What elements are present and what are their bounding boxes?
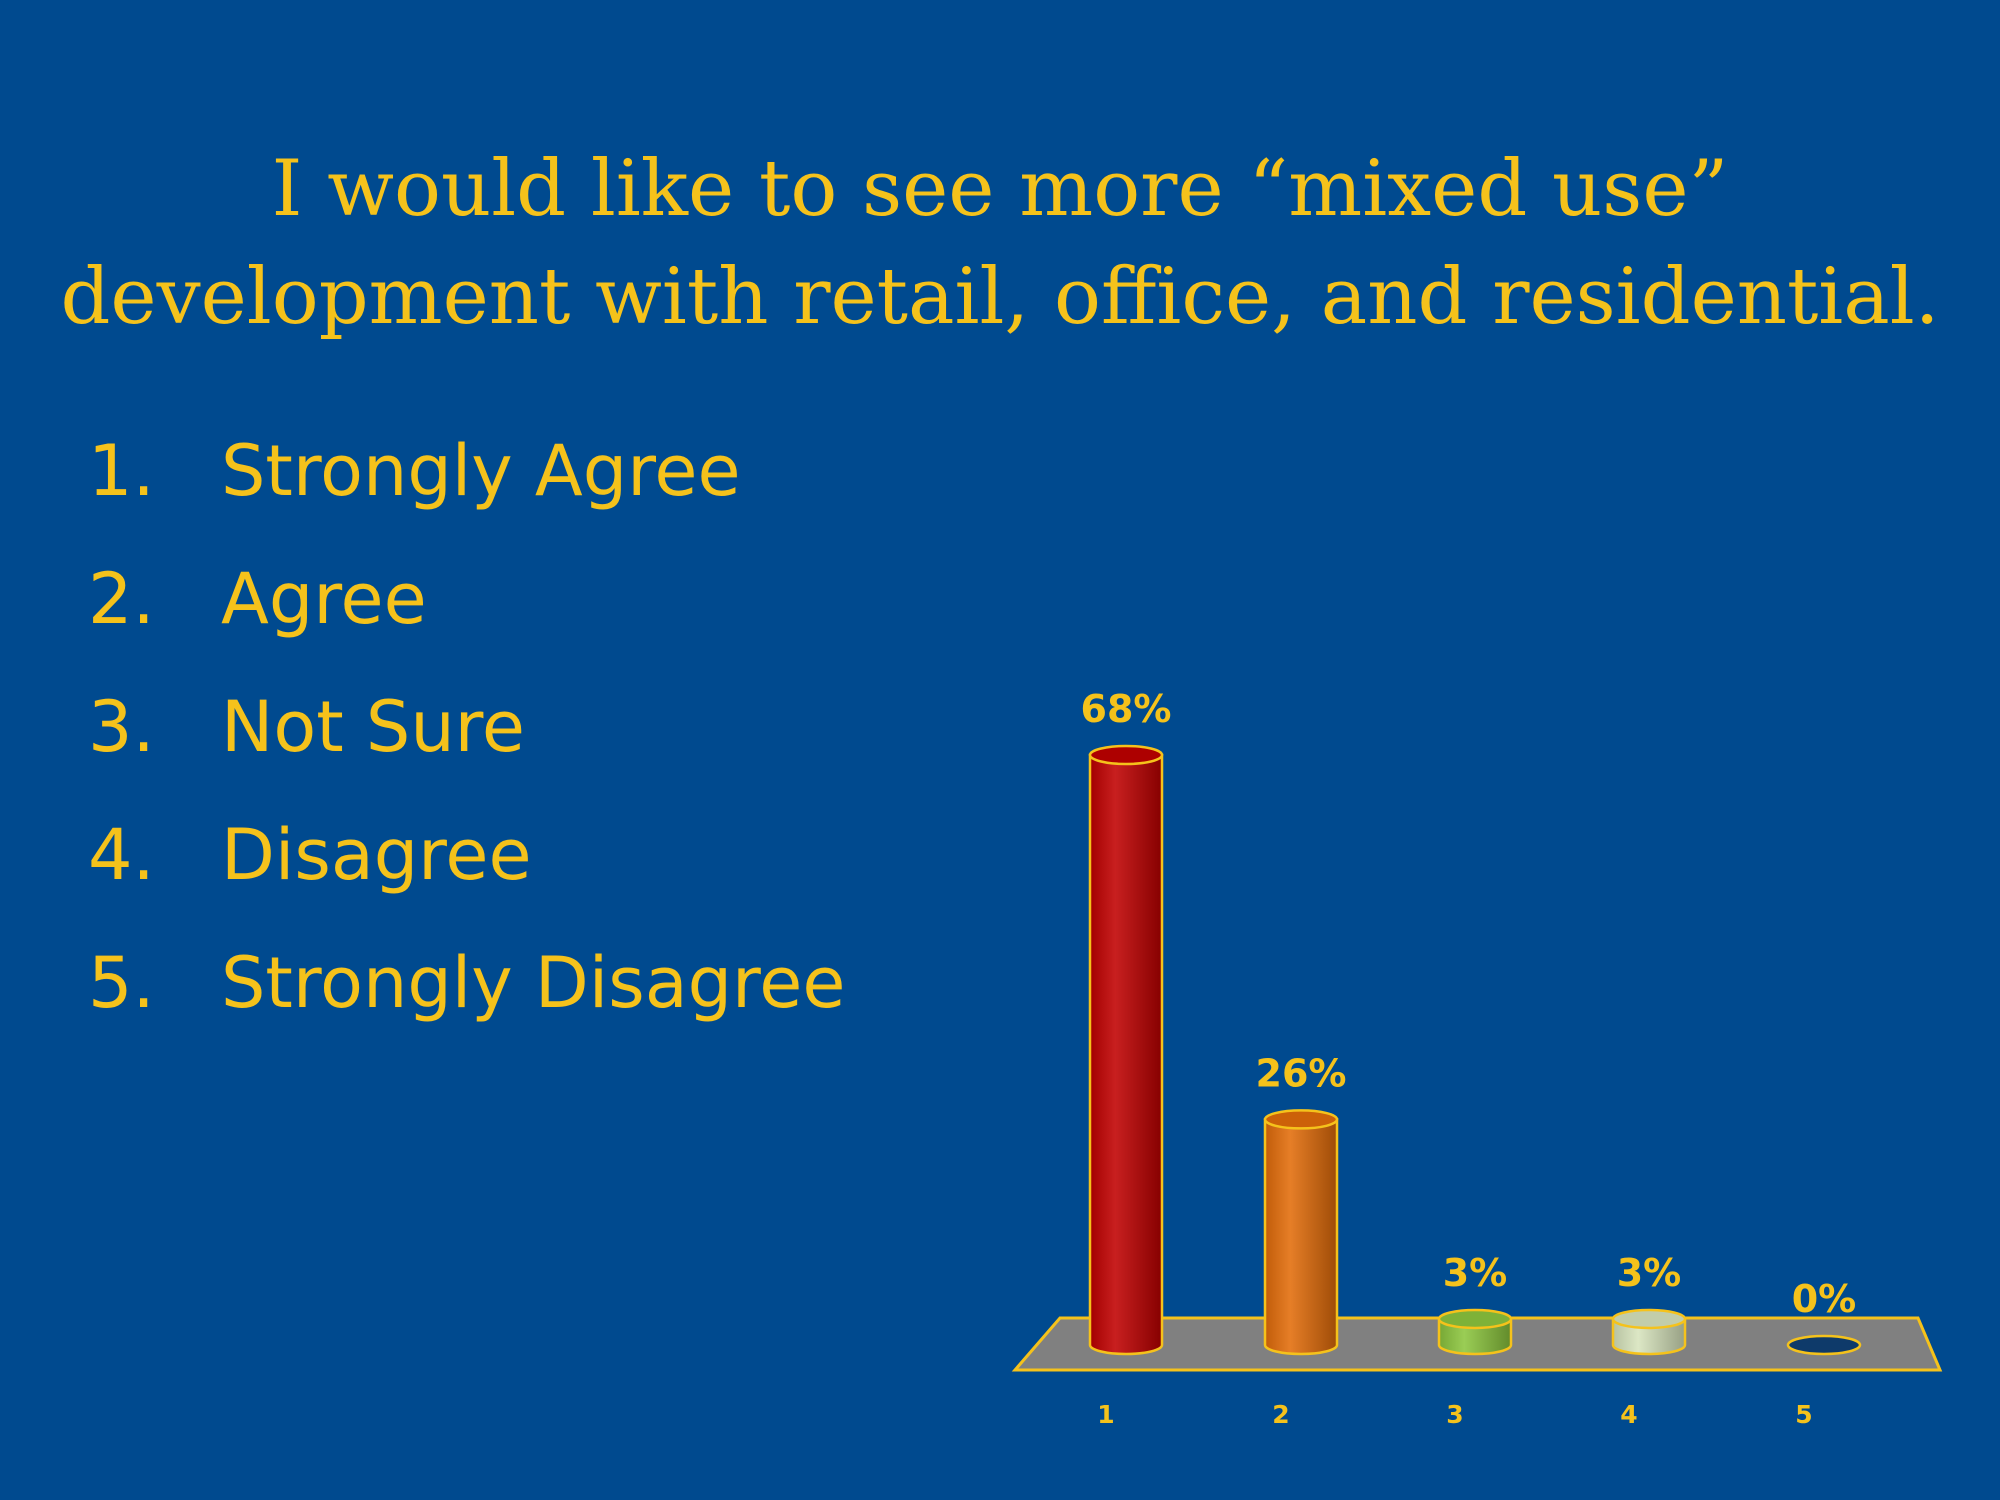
option-number: 5. — [88, 942, 155, 1024]
chart-category-labels: 1 2 3 4 5 — [1097, 1400, 1812, 1429]
option-label: Not Sure — [221, 686, 525, 768]
option-number: 1. — [88, 430, 155, 512]
bar-top — [1088, 744, 1164, 766]
bar-2: 26% — [1256, 1051, 1347, 1356]
chart-bars: 68% 26% 3% 3% 0% — [1081, 687, 1862, 1356]
option-number: 2. — [88, 558, 155, 640]
bar-body — [1088, 753, 1164, 1356]
category-label: 1 — [1097, 1400, 1114, 1429]
slide-title: I would like to see more “mixed use” dev… — [0, 135, 2000, 351]
answer-options-list: 1. Strongly Agree 2. Agree 3. Not Sure 4. Di… — [88, 420, 845, 1060]
option-number: 4. — [88, 814, 155, 896]
bar-data-label: 3% — [1443, 1251, 1508, 1295]
answer-option: 2. Agree — [88, 548, 845, 676]
answer-option: 1. Strongly Agree — [88, 420, 845, 548]
bar-data-label: 3% — [1617, 1251, 1682, 1295]
option-label: Strongly Agree — [221, 430, 741, 512]
bar-top — [1437, 1308, 1513, 1330]
answer-option: 3. Not Sure — [88, 676, 845, 804]
slide-title-line-1: I would like to see more “mixed use” — [271, 144, 1729, 234]
category-label: 4 — [1620, 1400, 1637, 1429]
bar-data-label: 0% — [1792, 1277, 1857, 1321]
bar-4: 3% — [1611, 1251, 1687, 1356]
answer-option: 5. Strongly Disagree — [88, 932, 845, 1060]
bar-3: 3% — [1437, 1251, 1513, 1356]
bar-data-label: 26% — [1256, 1051, 1347, 1095]
slide-title-line-2: development with retail, office, and res… — [60, 252, 1940, 342]
bar-5: 0% — [1786, 1277, 1862, 1356]
bar-top — [1611, 1308, 1687, 1330]
option-label: Agree — [221, 558, 427, 640]
category-label: 3 — [1446, 1400, 1463, 1429]
option-label: Disagree — [221, 814, 532, 896]
bar-1: 68% — [1081, 687, 1172, 1356]
option-number: 3. — [88, 686, 155, 768]
option-label: Strongly Disagree — [221, 942, 846, 1024]
bar-body — [1263, 1118, 1339, 1356]
bar-data-label: 68% — [1081, 687, 1172, 731]
category-label: 2 — [1272, 1400, 1289, 1429]
category-label: 5 — [1795, 1400, 1812, 1429]
bar-top — [1786, 1334, 1862, 1356]
answer-option: 4. Disagree — [88, 804, 845, 932]
bar-top — [1263, 1109, 1339, 1130]
